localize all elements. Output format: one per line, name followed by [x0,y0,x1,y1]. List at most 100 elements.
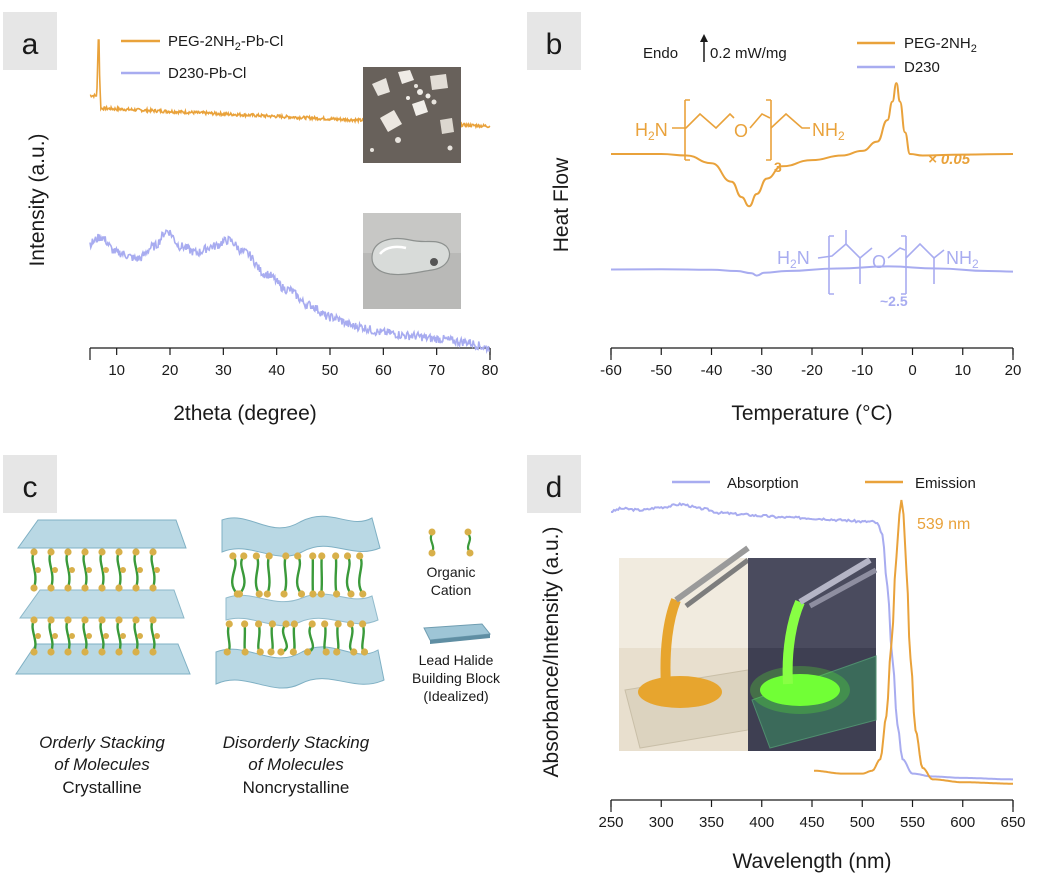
endo-scale-bar: Endo 0.2 mW/mg [643,34,787,62]
cation-chain [320,555,324,595]
panel-c-letter-bg [3,455,57,513]
d230-structure: H2N O ~2.5 NH2 [777,230,979,309]
cation-head [69,567,75,573]
series-d230-pb-cl [89,229,490,354]
cation-head [98,584,106,592]
x-tick-label: 70 [428,362,445,379]
cation-head [132,648,140,656]
cation-head [47,648,55,656]
peak-annotation: 539 nm [917,516,970,533]
cation-label-1: Organic [426,564,475,580]
crystal-powder-photo [363,67,461,163]
noncrystalline-caption: Noncrystalline [243,778,350,797]
cation-chain [282,555,288,595]
x-tick-label: 20 [162,362,179,379]
cation-chain [361,623,366,653]
cation-head [268,620,277,628]
cation-head [30,616,38,624]
series-emission [814,499,1013,785]
cation-head [240,552,248,560]
cation-head [343,552,352,560]
cation-head [103,633,109,639]
panel-a-ylabel: Intensity (a.u.) [26,133,49,266]
panel-a-xlabel: 2theta (degree) [173,402,317,425]
cation-head [280,590,288,598]
cation-head [282,552,290,560]
liquid-droplet-photo [363,213,461,309]
cation-chain [345,555,353,595]
cation-chain [257,623,262,653]
cation-head [154,567,160,573]
series-absorption [610,502,1013,781]
x-tick-label: 80 [482,362,499,379]
cation-head [115,648,123,656]
panel-d-xlabel: Wavelength (nm) [732,850,891,873]
cation-head [254,620,263,628]
cation-head [359,620,367,628]
cation-chain [269,623,274,653]
cation-chain [231,555,239,595]
panel-a-axes [89,347,491,360]
panel-a-letter: a [22,28,39,61]
disorderly-caption-2: of Molecules [248,755,344,774]
disorderly-stacking-illustration [215,515,385,689]
cation-head [132,584,140,592]
cation-head [47,584,55,592]
cation-head [30,648,38,656]
cation-head [297,590,306,598]
cation-head [308,620,316,628]
cation-head [294,552,302,560]
legend-label-d230: D230-Pb-Cl [168,65,246,82]
mol1-repeat: 3 [774,159,782,175]
cation-head [360,648,369,656]
x-tick-label: 20 [1005,362,1022,379]
panel-b-ylabel: Heat Flow [550,157,573,252]
cation-head [309,590,317,598]
cation-head [229,552,237,560]
cation-head [98,548,106,556]
panel-b-xlabel: Temperature (°C) [731,402,892,425]
cation-chain [226,623,231,654]
orderly-caption-1: Orderly Stacking [39,733,165,752]
cation-head [334,620,342,628]
x-tick-label: 550 [900,814,925,831]
series-peg-2nh2 [610,82,1014,208]
x-tick-label: 0 [908,362,916,379]
cation-head [149,648,157,656]
panel-a: a 10 20 30 40 50 60 70 80 2theta (degree) Inten… [3,12,498,425]
cation-head [47,616,55,624]
x-tick-label: 60 [375,362,392,379]
cation-head [256,648,264,656]
cation-head [282,620,290,628]
cation-head [317,590,325,598]
cation-head [318,552,326,560]
cation-head [154,633,160,639]
orderly-caption-2: of Molecules [54,755,150,774]
cation-chain [358,555,364,595]
x-tick-label: -60 [600,362,622,379]
panel-b-letter: b [546,28,563,61]
x-tick-label: -20 [801,362,823,379]
cation-head [81,584,89,592]
cation-head [225,620,233,628]
cation-head [309,552,317,560]
legend-label-peg2nh2: PEG-2NH2 [904,35,977,55]
cation-head [120,567,126,573]
panel-c: c Organic Cation Lead Halide [3,455,501,797]
mol1-nh2: NH2 [812,120,845,143]
x-tick-label: 350 [699,814,724,831]
mol2-nh2: NH2 [946,248,979,271]
x-tick-label: 50 [322,362,339,379]
panel-d-letter: d [546,471,563,504]
cation-chain [243,623,247,653]
cation-head [149,584,157,592]
cation-chain [266,555,271,595]
scale-factor-annotation: × 0.05 [928,151,971,168]
cation-head [30,548,38,556]
cation-chain [254,555,261,595]
x-tick-label: 500 [850,814,875,831]
cation-chain [335,623,340,653]
x-tick-label: 300 [649,814,674,831]
panel-d-letter-bg [527,455,581,513]
cation-head [115,584,123,592]
